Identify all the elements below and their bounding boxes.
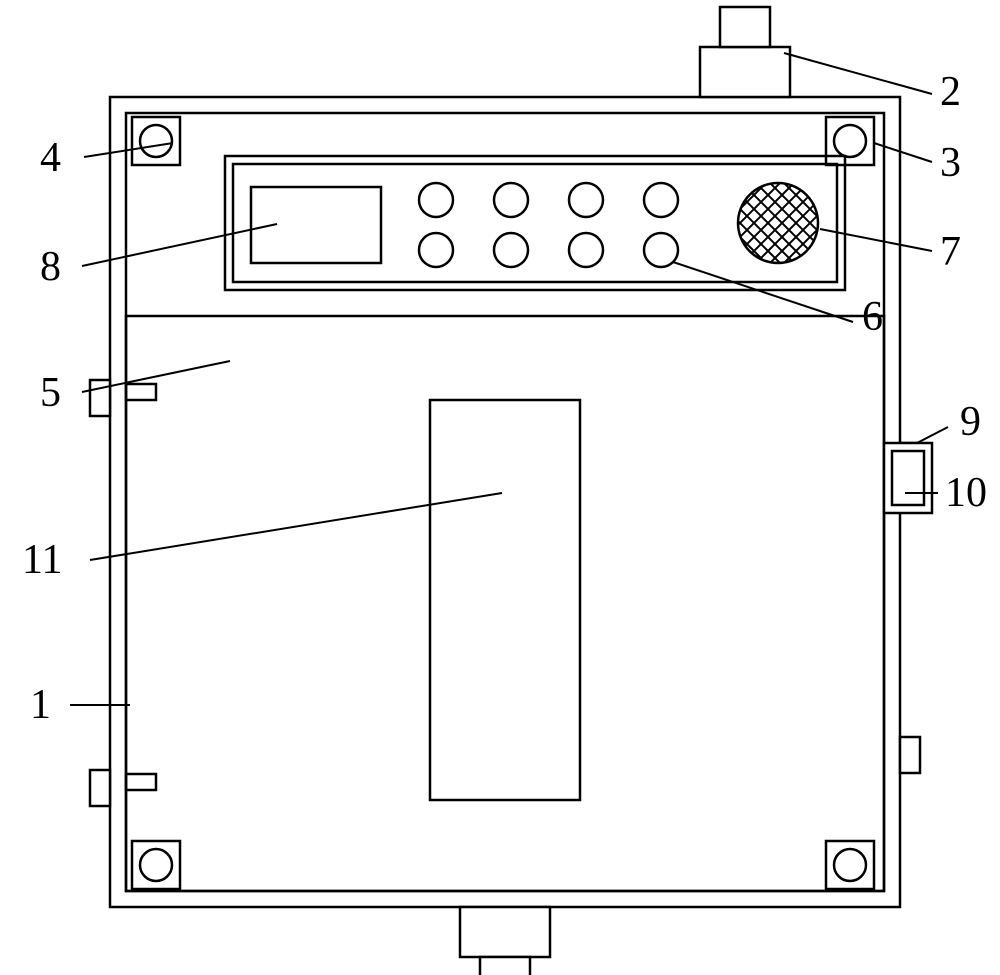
bottom-port-stub (480, 957, 530, 975)
callout-label: 8 (40, 244, 61, 290)
callout-label: 6 (862, 294, 883, 340)
callout-label: 1 (30, 682, 51, 728)
callout-label: 9 (960, 399, 981, 445)
callout-label: 7 (940, 229, 961, 275)
top-port-plate (700, 47, 790, 97)
side-tab-left (90, 770, 110, 806)
callout-label: 10 (945, 470, 987, 516)
callout-label: 5 (40, 370, 61, 416)
callout-label: 2 (940, 69, 961, 115)
callout-label: 3 (940, 140, 961, 186)
top-port-stub (720, 7, 770, 47)
side-tab-left (90, 380, 110, 416)
technical-diagram: 1 2 3 4 5 6 7 8 9 10 11 (0, 0, 1000, 975)
callout-label: 4 (40, 135, 61, 181)
side-tab-right (900, 737, 920, 773)
callout-label: 11 (22, 537, 62, 583)
bottom-port-plate (460, 907, 550, 957)
